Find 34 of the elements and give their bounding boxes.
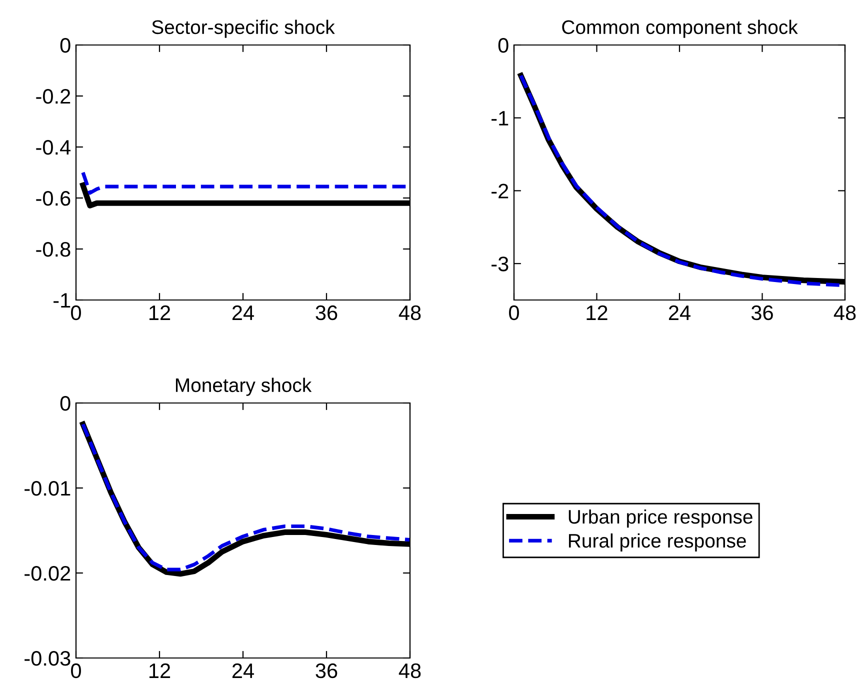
y-tick-label: -0.2: [36, 89, 70, 104]
x-tick-label: 48: [398, 663, 421, 678]
x-tick-label: 12: [150, 663, 170, 678]
y-tick-label: -0.03: [24, 651, 70, 666]
chart-title: Sector-specific shock: [152, 20, 335, 38]
x-tick-label: 48: [834, 305, 856, 320]
legend-label: Urban price response: [568, 509, 752, 528]
x-tick-label: 12: [150, 305, 170, 320]
y-tick-label: -1: [492, 111, 508, 126]
x-tick-label: 24: [232, 663, 254, 678]
y-tick-label: -0.8: [36, 242, 70, 257]
chart-title: Monetary shock: [176, 378, 312, 396]
legend-label: Rural price response: [568, 533, 746, 552]
x-tick-label: 36: [316, 663, 338, 678]
y-tick-label: -1: [54, 293, 70, 308]
x-tick-label: 48: [398, 305, 421, 320]
y-tick-label: 0: [60, 38, 70, 53]
y-tick-label: -0.4: [36, 140, 71, 155]
y-tick-label: -0.01: [24, 481, 70, 496]
x-tick-label: 36: [316, 305, 338, 320]
x-tick-label: 0: [509, 305, 519, 320]
y-tick-label: -0.6: [36, 191, 70, 206]
chart-title: Common component shock: [562, 20, 798, 38]
y-tick-label: 0: [498, 38, 508, 53]
x-tick-label: 0: [71, 663, 81, 678]
y-tick-label: -2: [492, 184, 508, 198]
y-tick-label: 0: [60, 396, 70, 411]
x-tick-label: 0: [71, 305, 81, 320]
y-tick-label: -0.02: [24, 566, 70, 581]
y-tick-label: -3: [492, 256, 508, 272]
x-tick-label: 24: [232, 305, 254, 320]
x-tick-label: 36: [751, 305, 773, 320]
x-tick-label: 12: [586, 305, 608, 320]
x-tick-label: 24: [668, 305, 690, 320]
